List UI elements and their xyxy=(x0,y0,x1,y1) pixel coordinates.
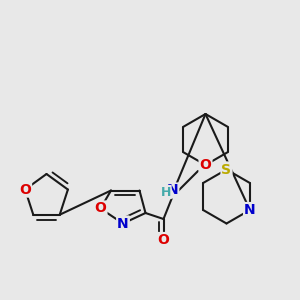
Text: O: O xyxy=(200,158,211,172)
Text: O: O xyxy=(94,202,106,215)
Text: N: N xyxy=(117,217,129,230)
Text: N: N xyxy=(244,203,256,217)
Text: H: H xyxy=(161,185,171,199)
Text: O: O xyxy=(19,182,31,197)
Text: S: S xyxy=(221,163,232,176)
Text: O: O xyxy=(158,233,169,247)
Text: N: N xyxy=(167,184,178,197)
